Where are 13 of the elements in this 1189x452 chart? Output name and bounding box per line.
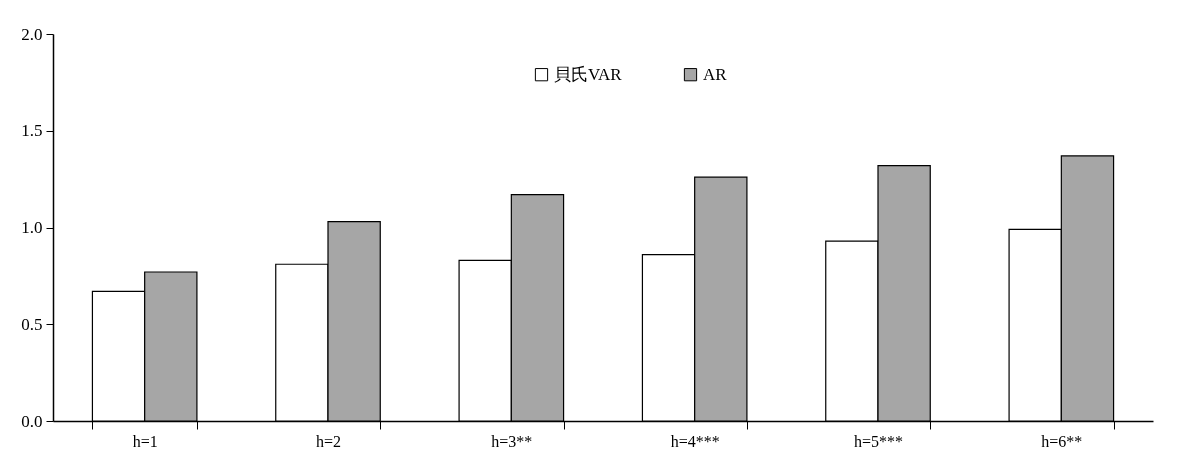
y-tick-label: 0.5 xyxy=(21,314,43,334)
legend-label: AR xyxy=(703,64,728,84)
x-tick-label: h=2 xyxy=(315,432,342,450)
x-tick-label: h=3** xyxy=(491,432,533,450)
y-tick-label: 2.0 xyxy=(21,24,43,44)
x-tick-label: h=4*** xyxy=(670,432,720,450)
y-tick-label: 1.0 xyxy=(21,218,43,237)
x-tick-label: h=5*** xyxy=(853,432,904,450)
x-tick-label: h=6** xyxy=(1041,432,1083,450)
y-tick-label: 0.0 xyxy=(21,411,43,431)
x-tick-label: h=1 xyxy=(132,432,158,450)
legend-label: 貝氏VAR xyxy=(554,64,623,84)
y-tick-label: 1.5 xyxy=(21,121,43,141)
